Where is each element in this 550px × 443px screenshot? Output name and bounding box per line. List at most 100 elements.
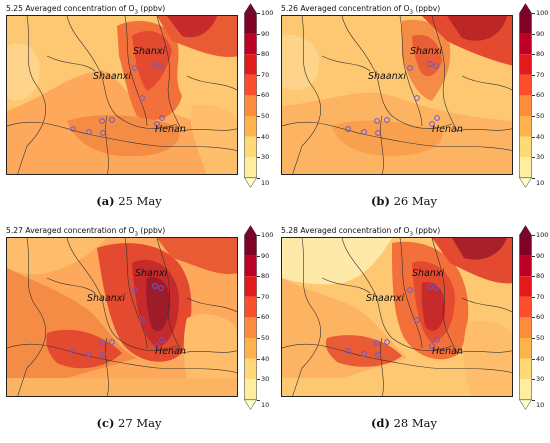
colorbar — [519, 3, 532, 188]
cbar-tick-label: 40 — [261, 354, 270, 363]
label-henan: Henan — [432, 346, 463, 357]
cbar-tick-label: 60 — [261, 313, 270, 322]
cbar-tick-label: 30 — [536, 375, 545, 384]
caption: (a) 25 May — [96, 194, 162, 208]
cbar-tick — [257, 338, 260, 339]
cbar-tick — [532, 13, 535, 14]
cbar-tick-label: 10 — [261, 179, 270, 187]
cbar-tick-label: 30 — [536, 153, 545, 162]
label-shaanxi: Shaanxi — [87, 293, 125, 304]
cbar-tick-label: 30 — [261, 375, 270, 384]
cbar-tick — [257, 33, 260, 35]
cbar-tick-label: 100 — [536, 231, 549, 239]
cbar-tick — [532, 317, 535, 319]
cbar-tick — [257, 379, 260, 380]
cbar-tick — [257, 116, 260, 117]
ozone-map: Shanxi Shaanxi Henan — [281, 237, 513, 397]
cbar-tick — [532, 296, 535, 298]
colorbar — [244, 3, 257, 188]
cbar-tick-label: 90 — [536, 251, 545, 260]
cbar-tick — [532, 116, 535, 117]
cbar-tick — [532, 358, 535, 360]
panel-c: 5.27 Averaged concentration of O3 (ppbv) — [0, 222, 275, 443]
cbar-tick-label: 40 — [536, 132, 545, 141]
cbar-tick-label: 60 — [536, 313, 545, 322]
label-shanxi: Shanxi — [133, 46, 166, 57]
cbar-tick-label: 50 — [536, 112, 545, 120]
cbar-tick — [532, 379, 535, 380]
cbar-tick-label: 80 — [261, 272, 270, 281]
label-shanxi: Shanxi — [412, 268, 445, 279]
label-shanxi: Shanxi — [410, 46, 443, 57]
cbar-tick — [532, 74, 535, 76]
panel-title: 5.27 Averaged concentration of O3 (ppbv) — [6, 226, 166, 238]
cbar-tick-label: 50 — [261, 334, 270, 342]
cbar-tick-label: 100 — [261, 231, 274, 239]
panel-title: 5.28 Averaged concentration of O3 (ppbv) — [281, 226, 441, 238]
cbar-tick — [257, 399, 260, 401]
cbar-tick — [532, 235, 535, 236]
cbar-tick-label: 100 — [261, 9, 274, 17]
cbar-tick-label: 60 — [261, 91, 270, 100]
cbar-tick-label: 80 — [536, 50, 545, 59]
panel-title: 5.26 Averaged concentration of O3 (ppbv) — [281, 4, 441, 16]
cbar-tick — [532, 157, 535, 158]
cbar-tick — [532, 338, 535, 339]
cbar-tick — [257, 157, 260, 158]
cbar-tick-label: 70 — [261, 292, 270, 301]
cbar-tick — [532, 33, 535, 35]
cbar-tick — [257, 255, 260, 257]
cbar-tick-label: 10 — [261, 401, 270, 409]
label-henan: Henan — [155, 346, 186, 357]
cbar-tick — [532, 136, 535, 138]
panel-b: 5.26 Averaged concentration of O3 (ppbv) — [275, 0, 550, 221]
cbar-tick — [532, 95, 535, 97]
cbar-tick — [257, 358, 260, 360]
panel-title: 5.25 Averaged concentration of O3 (ppbv) — [6, 4, 166, 16]
caption: (c) 27 May — [96, 416, 162, 430]
cbar-tick-label: 70 — [536, 70, 545, 79]
cbar-tick — [257, 177, 260, 179]
cbar-tick-label: 40 — [261, 132, 270, 141]
cbar-tick-label: 100 — [536, 9, 549, 17]
cbar-tick — [257, 235, 260, 236]
cbar-tick-label: 90 — [261, 251, 270, 260]
cbar-tick — [532, 255, 535, 257]
ozone-map: Shanxi Shaanxi Henan — [6, 15, 238, 175]
panel-a: 5.25 Averaged concentration of O3 (ppbv) — [0, 0, 275, 221]
cbar-tick-label: 60 — [536, 91, 545, 100]
caption: (d) 28 May — [370, 416, 437, 430]
cbar-tick — [532, 276, 535, 277]
cbar-tick — [257, 136, 260, 138]
caption: (b) 26 May — [370, 194, 437, 208]
cbar-tick-label: 90 — [261, 29, 270, 38]
cbar-tick — [257, 54, 260, 55]
cbar-tick — [532, 399, 535, 401]
ozone-map: Shanxi Shaanxi Henan — [281, 15, 513, 175]
cbar-tick — [532, 54, 535, 55]
cbar-tick-label: 50 — [536, 334, 545, 342]
colorbar — [244, 225, 257, 410]
cbar-tick-label: 90 — [536, 29, 545, 38]
cbar-tick-label: 80 — [261, 50, 270, 59]
cbar-tick — [257, 74, 260, 76]
cbar-tick-label: 50 — [261, 112, 270, 120]
label-shaanxi: Shaanxi — [368, 71, 406, 82]
label-shaanxi: Shaanxi — [93, 71, 131, 82]
cbar-tick — [257, 317, 260, 319]
cbar-tick-label: 30 — [261, 153, 270, 162]
cbar-tick-label: 70 — [536, 292, 545, 301]
cbar-tick-label: 80 — [536, 272, 545, 281]
cbar-tick — [257, 95, 260, 97]
ozone-map: Shanxi Shaanxi Henan — [6, 237, 238, 397]
cbar-tick-label: 70 — [261, 70, 270, 79]
label-henan: Henan — [155, 124, 186, 135]
cbar-tick-label: 40 — [536, 354, 545, 363]
cbar-tick-label: 10 — [536, 401, 545, 409]
panel-d: 5.28 Averaged concentration of O3 (ppbv) — [275, 222, 550, 443]
label-shaanxi: Shaanxi — [366, 293, 404, 304]
cbar-tick — [257, 276, 260, 277]
cbar-tick-label: 10 — [536, 179, 545, 187]
colorbar — [519, 225, 532, 410]
cbar-tick — [257, 13, 260, 14]
